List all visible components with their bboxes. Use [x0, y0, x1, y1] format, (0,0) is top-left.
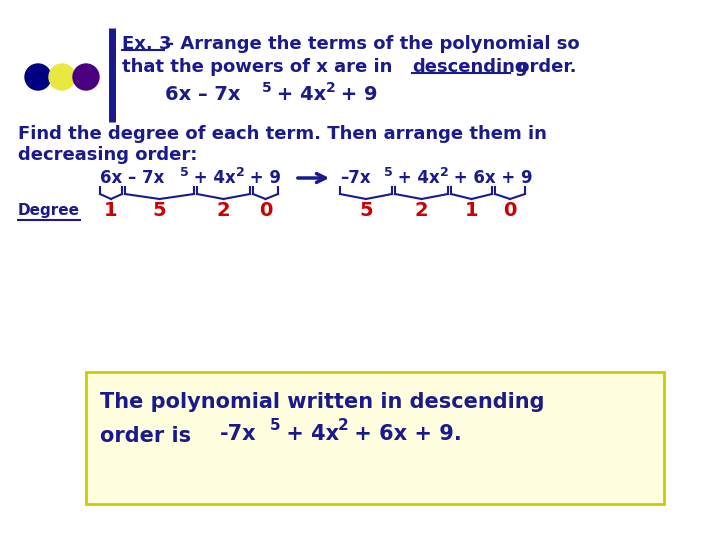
Text: 5: 5 [180, 166, 189, 179]
Text: 5: 5 [359, 201, 373, 220]
Text: 1: 1 [464, 201, 478, 220]
Text: 2: 2 [338, 418, 348, 434]
Text: – Arrange the terms of the polynomial so: – Arrange the terms of the polynomial so [165, 35, 580, 53]
Text: 2: 2 [326, 81, 336, 95]
Text: + 4x: + 4x [392, 169, 440, 187]
Text: 2: 2 [236, 166, 245, 179]
Text: + 4x: + 4x [188, 169, 235, 187]
FancyBboxPatch shape [86, 372, 664, 504]
Text: that the powers of x are in: that the powers of x are in [122, 58, 399, 76]
Text: 1: 1 [104, 201, 118, 220]
Text: 0: 0 [258, 201, 272, 220]
Circle shape [73, 64, 99, 90]
Text: + 4x: + 4x [270, 84, 326, 104]
Text: 5: 5 [262, 81, 271, 95]
Text: + 4x: + 4x [279, 424, 339, 444]
Text: The polynomial written in descending: The polynomial written in descending [100, 392, 544, 412]
Text: 2: 2 [217, 201, 230, 220]
Text: 5: 5 [384, 166, 392, 179]
Circle shape [25, 64, 51, 90]
Text: + 9: + 9 [334, 84, 377, 104]
Text: Ex. 3: Ex. 3 [122, 35, 171, 53]
Text: + 6x + 9.: + 6x + 9. [347, 424, 462, 444]
Text: descending: descending [412, 58, 528, 76]
Text: 5: 5 [153, 201, 166, 220]
Text: 5: 5 [270, 418, 281, 434]
Text: order is: order is [100, 426, 220, 446]
Circle shape [49, 64, 75, 90]
Text: –7x: –7x [340, 169, 371, 187]
Text: -7x: -7x [220, 424, 256, 444]
Text: 2: 2 [415, 201, 428, 220]
Text: + 6x + 9: + 6x + 9 [448, 169, 533, 187]
Text: 2: 2 [440, 166, 449, 179]
Text: decreasing order:: decreasing order: [18, 146, 197, 164]
Text: 0: 0 [503, 201, 517, 220]
Text: 6x – 7x: 6x – 7x [165, 84, 240, 104]
Text: Degree: Degree [18, 204, 80, 219]
Text: + 9: + 9 [244, 169, 281, 187]
Text: order.: order. [511, 58, 577, 76]
Text: Find the degree of each term. Then arrange them in: Find the degree of each term. Then arran… [18, 125, 547, 143]
Text: 6x – 7x: 6x – 7x [100, 169, 164, 187]
